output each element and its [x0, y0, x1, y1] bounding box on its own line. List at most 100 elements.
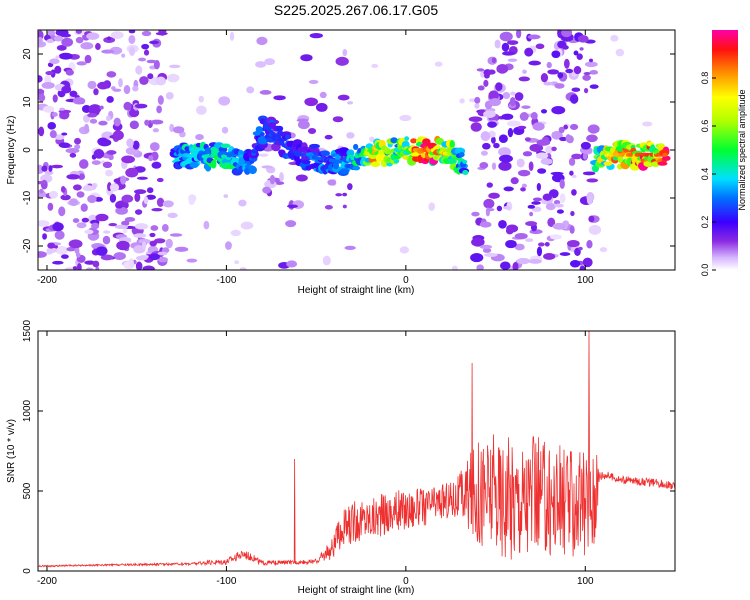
- spectrogram-cell: [138, 238, 151, 244]
- spectrogram-cell: [535, 43, 545, 50]
- spectrogram-ridge-cell: [189, 161, 199, 169]
- spectrogram-cell: [80, 203, 88, 212]
- spectrogram-cell: [537, 242, 545, 247]
- spectrogram-cell: [551, 130, 563, 140]
- spectrogram-cell: [109, 193, 117, 203]
- spectrogram-cell: [599, 247, 608, 253]
- spectrogram-cell: [108, 154, 114, 161]
- spectrogram-cell: [186, 258, 198, 263]
- spectrogram-cell: [52, 112, 58, 117]
- spectrogram-cell: [55, 55, 60, 59]
- spectrogram-cell: [510, 91, 516, 96]
- spectrogram-cell: [495, 82, 503, 92]
- spectrogram-cell: [88, 104, 102, 114]
- spectrogram-cell: [120, 175, 127, 185]
- spectrogram-cell: [239, 267, 247, 270]
- spectrogram-cell: [129, 120, 139, 130]
- y-tick-label: 20: [22, 48, 33, 60]
- spectrogram-cell: [255, 61, 267, 68]
- spectrogram-cell: [262, 186, 272, 194]
- spectrogram-cell: [434, 61, 443, 67]
- spectrogram-cell: [569, 225, 575, 234]
- spectrogram-cell: [47, 242, 56, 249]
- spectrogram-cell: [61, 85, 72, 94]
- spectrogram-cell: [229, 31, 235, 41]
- spectrogram-cell: [586, 240, 593, 249]
- spectrogram-cell: [484, 252, 498, 257]
- spectrogram-cell: [93, 149, 105, 159]
- spectrogram-cell: [49, 58, 60, 65]
- spectrogram-cell: [480, 150, 488, 156]
- spectrogram-cell: [258, 153, 269, 157]
- spectrogram-cell: [498, 161, 512, 171]
- spectrogram-cell: [524, 47, 534, 57]
- spectrogram-cell: [135, 261, 143, 270]
- snr-x-ticks: -200 -100 0 100: [37, 331, 594, 587]
- colorbar-label: Normalized spectral amplitude: [737, 89, 747, 210]
- spectrogram-cell: [479, 244, 493, 249]
- spectrogram-cell: [532, 122, 545, 131]
- spectrogram-cell: [256, 36, 268, 46]
- spectrogram-cell: [501, 42, 510, 52]
- colorbar-tick-label: 0.6: [700, 120, 710, 133]
- spectrogram-cell: [540, 109, 548, 114]
- spectrogram-cell: [588, 58, 594, 63]
- spectrogram-cell: [286, 260, 298, 268]
- spectrogram-ridge-cell: [603, 161, 613, 166]
- spectrogram-cell: [41, 82, 55, 89]
- spectrogram-cell: [54, 134, 65, 140]
- spectrogram-cell: [109, 183, 120, 192]
- spectrogram-cell: [486, 182, 493, 188]
- spectrogram-cell: [498, 219, 507, 229]
- spectrogram-cell: [143, 49, 150, 56]
- spectrogram-cell: [522, 151, 533, 157]
- spectrogram-cell: [332, 116, 344, 123]
- spectrogram-cell: [525, 238, 534, 243]
- spectrogram-cell: [98, 120, 108, 126]
- spectrogram-ridge-cell: [248, 165, 257, 175]
- spectrogram-cell: [529, 143, 544, 152]
- spectrogram-cell: [46, 247, 57, 254]
- spectrogram-ridge-cell: [320, 150, 331, 157]
- spectrogram-cell: [264, 58, 275, 66]
- x-tick-label: -200: [37, 275, 57, 286]
- spectrogram-cell: [148, 155, 154, 162]
- spectrogram-cell: [571, 153, 583, 160]
- spectrogram-cell: [527, 204, 536, 209]
- spectrogram-ridge-core: [462, 159, 468, 164]
- spectrogram-cell: [500, 261, 511, 270]
- spectrogram-cell: [66, 247, 76, 252]
- spectrogram-cell: [38, 126, 45, 137]
- spectrogram-cell: [540, 158, 553, 165]
- spectrogram-cell: [55, 245, 68, 255]
- spectrogram-cell: [505, 239, 517, 249]
- spectrogram-cell: [496, 205, 503, 212]
- spectrogram-cell: [93, 88, 99, 96]
- spectrogram-cell: [586, 178, 599, 183]
- spectrogram-cell: [563, 58, 570, 69]
- spectrogram-cell: [50, 164, 64, 169]
- spectrogram-cell: [261, 165, 273, 169]
- spectrogram-cell: [134, 189, 147, 195]
- spectrogram-cell: [61, 132, 68, 136]
- colorbar-tick-label: 0.8: [700, 72, 710, 85]
- x-tick-label: -200: [37, 576, 57, 587]
- y-tick-label: 10: [22, 96, 33, 108]
- x-tick-label: 100: [577, 275, 594, 286]
- spectrogram-cell: [569, 170, 574, 176]
- spectrogram-cell: [561, 45, 569, 50]
- spectrogram-cell: [295, 174, 308, 182]
- spectrogram-cell: [65, 148, 80, 154]
- spectrogram-cell: [342, 192, 348, 197]
- spectrogram-cell: [145, 194, 156, 200]
- spectrogram-cell: [223, 194, 229, 198]
- spectrogram-cell: [579, 47, 584, 51]
- spectrogram-ridge-cell: [217, 151, 229, 156]
- spectrogram-cell: [521, 183, 527, 188]
- spectrogram-cell: [586, 196, 593, 205]
- spectrogram-ridge-cell: [210, 159, 217, 169]
- spectrogram-cell: [559, 136, 568, 142]
- spectrogram-cell: [521, 105, 531, 109]
- y-tick-label: -20: [22, 238, 33, 253]
- spectrogram-cell: [38, 36, 43, 45]
